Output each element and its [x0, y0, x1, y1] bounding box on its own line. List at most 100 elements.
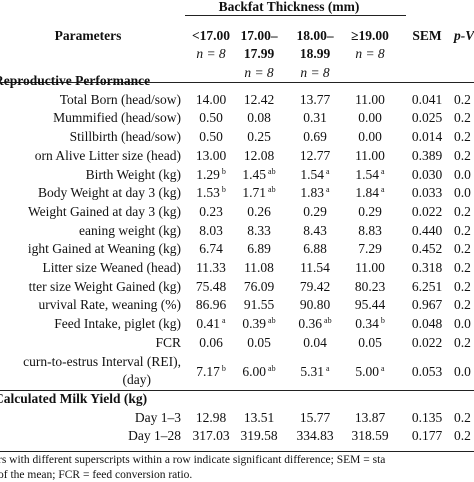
sem-cell: 0.452	[411, 241, 443, 257]
row-label: Feed Intake, piglet (kg)	[54, 316, 181, 332]
superscript: ab	[322, 316, 332, 326]
value-cell: 317.03	[192, 428, 230, 444]
value-cell: 11.33	[196, 260, 226, 275]
pvalue-cell: 0.2	[454, 147, 471, 163]
value-cell: 12.42	[243, 91, 275, 107]
value-cell: 0.04	[303, 334, 327, 350]
value-cell: 13.51	[243, 409, 275, 425]
superscript: a	[324, 185, 330, 195]
value-cell: 91.55	[243, 297, 275, 313]
value-cell: 318.59	[351, 428, 389, 444]
sem-cell: 0.041	[411, 91, 443, 107]
value-cell: 75.48	[195, 278, 227, 294]
superscript: a	[324, 166, 330, 176]
row-label: Mummified (head/sow)	[53, 110, 181, 126]
pvalue-cell: 0.2	[454, 297, 471, 313]
superscript: a	[379, 166, 385, 176]
group-title: Backfat Thickness (mm)	[218, 0, 360, 14]
pvalue-header: p-V	[454, 28, 474, 43]
value-cell: 0.00	[358, 129, 382, 145]
superscript: ab	[266, 185, 276, 195]
value-cell: 12.08	[243, 147, 275, 163]
superscript: ab	[266, 363, 276, 373]
row-label: Stillbirth (head/sow)	[69, 129, 181, 145]
value-cell: 0.69	[303, 129, 327, 145]
parameters-header: Parameters	[54, 28, 122, 43]
row-label: FCR	[155, 334, 181, 350]
superscript: b	[219, 166, 226, 176]
sem-cell: 0.389	[411, 147, 443, 163]
row-label: Weight Gained at day 3 (kg)	[28, 203, 181, 219]
value-cell: 0.31	[303, 110, 327, 126]
group-header-range-3: 18.99	[299, 46, 331, 61]
sem-cell: 0.025	[411, 110, 443, 126]
group-n-1: n = 8	[196, 46, 226, 61]
superscript: a	[379, 363, 385, 373]
sem-cell: 0.022	[411, 203, 443, 219]
value-cell: 14.00	[195, 91, 227, 107]
pvalue-cell: 0.2	[454, 409, 471, 425]
value-cell: 1.54 a	[300, 166, 330, 182]
value-cell: 11.00	[355, 260, 385, 275]
group-n-4: n = 8	[355, 46, 385, 61]
footnote-line1: rs with different superscripts within a …	[0, 454, 386, 466]
row-label: tter size Weight Gained (kg)	[28, 278, 181, 294]
value-cell: 1.45 ab	[242, 166, 276, 182]
superscript: a	[324, 363, 330, 373]
row-label: orn Alive Litter size (head)	[34, 147, 181, 163]
sem-cell: 0.967	[411, 297, 443, 313]
value-cell: 1.29 b	[196, 166, 226, 182]
value-cell: 80.23	[354, 278, 386, 294]
value-cell: 1.53 b	[196, 185, 226, 201]
value-cell: 13.87	[354, 409, 386, 425]
value-cell: 15.77	[299, 409, 331, 425]
value-cell: 0.41 a	[196, 316, 226, 332]
pvalue-cell: 0.2	[454, 222, 471, 238]
group-header-1: <17.00	[191, 28, 231, 43]
value-cell: 90.80	[299, 297, 331, 313]
footnote-line2: of the mean; FCR = feed conversion ratio…	[0, 469, 193, 481]
value-cell: 0.34 b	[355, 316, 385, 332]
section-title: Reproductive Performance	[0, 73, 151, 88]
value-cell: 13.00	[195, 147, 227, 163]
superscript: ab	[266, 166, 276, 176]
sem-cell: 0.048	[411, 316, 443, 332]
value-cell: 8.33	[247, 222, 271, 238]
value-cell: 0.05	[247, 334, 271, 350]
group-header-3: 18.00–	[296, 28, 334, 43]
value-cell: 0.36 ab	[298, 316, 332, 332]
value-cell: 0.29	[358, 203, 382, 219]
value-cell: 1.83 a	[300, 185, 330, 201]
superscript: b	[219, 185, 226, 195]
row-label: Birth Weight (kg)	[85, 166, 181, 182]
value-cell: 0.08	[247, 110, 271, 126]
group-header-4: ≥19.00	[351, 28, 389, 43]
row-label: Total Born (head/sow)	[59, 91, 181, 107]
value-cell: 0.25	[247, 129, 271, 145]
superscript: a	[220, 316, 226, 326]
sem-cell: 0.022	[411, 334, 443, 350]
value-cell: 1.54 a	[355, 166, 385, 182]
pvalue-cell: 0.2	[454, 278, 471, 294]
header-bottom-rule	[0, 82, 474, 83]
row-label: Body Weight at day 3 (kg)	[37, 185, 181, 201]
pvalue-cell: 0.2	[454, 334, 471, 350]
value-cell: 1.84 a	[355, 185, 385, 201]
pvalue-cell: 0.0	[454, 185, 471, 201]
value-cell: 6.89	[247, 241, 271, 257]
sem-cell: 6.251	[411, 278, 443, 294]
sem-cell: 0.014	[411, 129, 443, 145]
sem-header: SEM	[412, 28, 442, 43]
pvalue-cell: 0.0	[454, 316, 471, 332]
group-header-range-2: 17.99	[243, 46, 275, 61]
value-cell: 0.26	[247, 203, 271, 219]
row-label: eaning weight (kg)	[79, 222, 181, 238]
value-cell: 12.77	[299, 147, 331, 163]
value-cell: 8.83	[358, 222, 382, 238]
value-cell: 0.23	[199, 203, 223, 219]
value-cell: 1.71 ab	[242, 185, 276, 201]
sem-cell: 0.177	[411, 428, 443, 444]
group-title-rule	[185, 15, 406, 16]
row-label: Day 1–3	[134, 409, 181, 425]
